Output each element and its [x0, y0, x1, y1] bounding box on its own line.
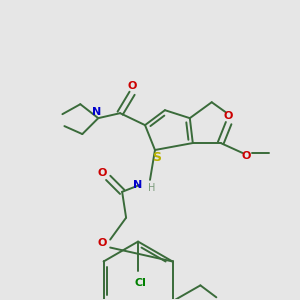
- Text: O: O: [128, 81, 137, 91]
- Text: Cl: Cl: [134, 278, 146, 288]
- Text: O: O: [242, 151, 251, 161]
- Text: N: N: [134, 180, 143, 190]
- Text: H: H: [148, 183, 156, 193]
- Text: N: N: [92, 107, 101, 117]
- Text: O: O: [98, 168, 107, 178]
- Text: O: O: [98, 238, 107, 248]
- Text: O: O: [224, 111, 233, 121]
- Text: S: S: [152, 152, 161, 164]
